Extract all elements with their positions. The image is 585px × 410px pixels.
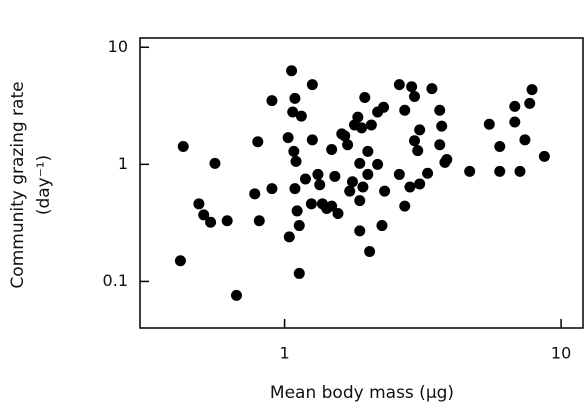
point xyxy=(209,157,221,169)
x-axis-label: Mean body mass (μg) xyxy=(270,383,454,403)
point xyxy=(393,168,405,180)
point xyxy=(378,101,390,113)
point xyxy=(326,200,338,212)
point xyxy=(312,168,324,180)
y-axis-label: (day⁻¹) xyxy=(34,155,54,215)
point xyxy=(177,141,189,153)
point xyxy=(266,95,278,107)
point xyxy=(346,176,358,188)
point xyxy=(326,143,338,155)
point xyxy=(393,79,405,91)
point xyxy=(249,188,261,200)
point xyxy=(524,97,536,109)
point xyxy=(286,65,298,77)
point xyxy=(293,267,305,279)
point xyxy=(357,181,369,193)
point xyxy=(412,145,424,157)
point xyxy=(436,120,448,132)
point xyxy=(329,170,341,182)
point xyxy=(362,145,374,157)
point xyxy=(266,183,278,195)
point xyxy=(509,116,521,128)
point xyxy=(538,150,550,162)
point xyxy=(299,173,311,185)
point xyxy=(379,185,391,197)
point xyxy=(306,134,318,146)
point xyxy=(342,139,354,151)
point xyxy=(332,208,344,220)
point xyxy=(414,178,426,190)
y-axis-label: Community grazing rate xyxy=(8,81,28,288)
point xyxy=(399,104,411,116)
point xyxy=(441,153,453,165)
point xyxy=(193,198,205,210)
point xyxy=(434,104,446,116)
point xyxy=(422,167,434,179)
point xyxy=(483,118,495,130)
point xyxy=(282,132,294,144)
y-tick-label: 1 xyxy=(118,154,128,173)
point xyxy=(290,155,302,167)
plot-frame xyxy=(139,37,584,329)
point xyxy=(289,92,301,104)
point xyxy=(287,106,299,118)
y-tick-label: 0.1 xyxy=(103,271,128,290)
point xyxy=(526,84,538,96)
point xyxy=(434,139,446,151)
point xyxy=(409,135,421,147)
point xyxy=(198,209,210,221)
point xyxy=(252,136,264,148)
point xyxy=(514,165,526,177)
point xyxy=(339,130,351,142)
point xyxy=(356,122,368,134)
point xyxy=(376,220,388,232)
point xyxy=(344,185,356,197)
point xyxy=(362,168,374,180)
point xyxy=(306,79,318,91)
point xyxy=(399,200,411,212)
point xyxy=(354,157,366,169)
x-tick-label: 10 xyxy=(551,344,571,363)
point xyxy=(291,205,303,217)
point xyxy=(365,119,377,131)
point xyxy=(406,81,418,93)
point xyxy=(283,231,295,243)
point xyxy=(404,181,416,193)
point xyxy=(509,100,521,112)
point xyxy=(230,289,242,301)
point xyxy=(314,179,326,191)
point xyxy=(494,141,506,153)
point xyxy=(519,134,531,146)
point xyxy=(293,220,305,232)
point xyxy=(372,158,384,170)
point xyxy=(409,90,421,102)
point xyxy=(359,92,371,104)
point xyxy=(464,165,476,177)
point xyxy=(354,195,366,207)
point xyxy=(174,255,186,267)
point xyxy=(205,216,217,228)
point xyxy=(221,215,233,227)
y-tick-label: 10 xyxy=(108,37,128,56)
point xyxy=(253,215,265,227)
point xyxy=(354,225,366,237)
point xyxy=(414,124,426,136)
point xyxy=(426,83,438,95)
point xyxy=(305,198,317,210)
point xyxy=(288,145,300,157)
x-tick-label: 1 xyxy=(279,344,289,363)
point xyxy=(494,165,506,177)
point xyxy=(289,183,301,195)
point xyxy=(295,110,307,122)
point xyxy=(364,246,376,258)
